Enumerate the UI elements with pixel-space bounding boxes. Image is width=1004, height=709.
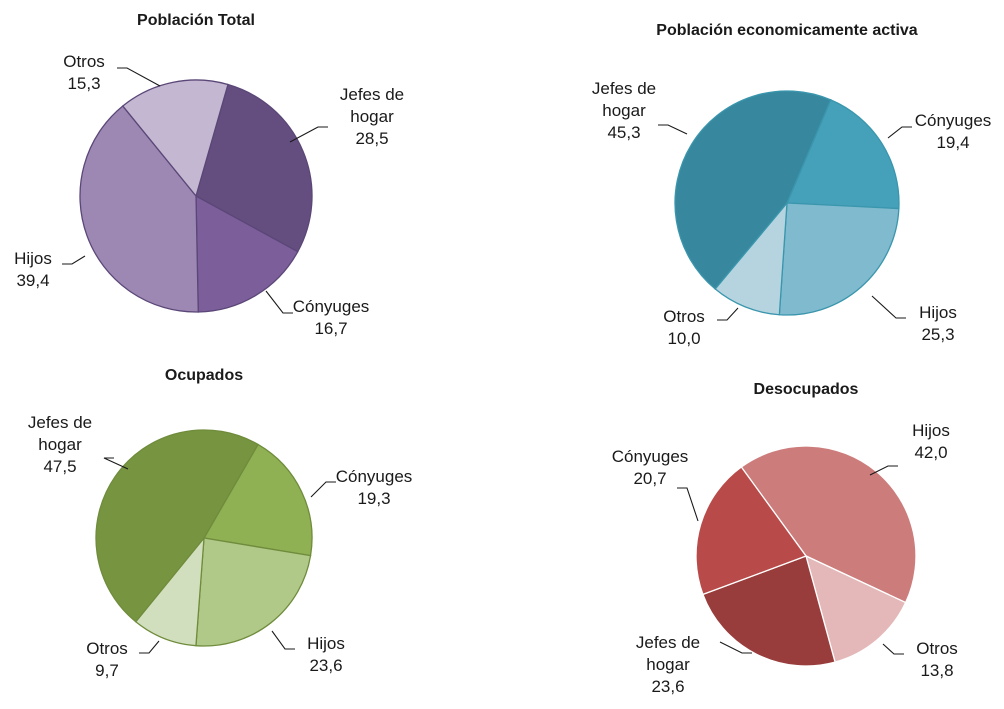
slice-category-label: Jefes de [592,79,656,98]
pie-chart-4: Desocupados Hijos 42,0 Otros 13,8 Jefes de hog… [612,381,958,696]
leader-line [62,255,86,265]
slice-label: Otros 13,8 [882,639,958,680]
slice-category-label: Hijos [912,421,950,440]
leader-line [871,295,906,319]
pie-slice [195,194,299,313]
pie-slice [695,466,808,596]
slice-value-label: 19,4 [936,133,969,152]
pie-chart-3: Ocupados Cónyuges 19,3 Hijos 23,6 Otros 9,7 Jef… [28,367,412,680]
pie-chart-title: Población economicamente activa [656,22,918,39]
slice-label: Hijos 23,6 [271,630,345,675]
slice-category-label: Cónyuges [336,467,413,486]
slice-category-label: Jefes de [636,633,700,652]
slice-category-label: Otros [86,639,128,658]
slice-category-label: Hijos [307,634,345,653]
slice-value-label: 23,6 [309,656,342,675]
slice-value-label: 16,7 [314,319,347,338]
pie-slice [805,554,907,663]
slice-label: Jefes de hogar 23,6 [636,633,752,696]
leader-line [271,630,295,650]
pie-chart-title: Ocupados [165,367,243,384]
pie-slice [674,90,832,290]
leader-line [289,126,328,143]
slice-category-label: Otros [63,52,105,71]
slice-value-label: 42,0 [914,443,947,462]
slice-label: Jefes de hogar 47,5 [28,413,129,476]
slice-category-label: Jefes de [28,413,92,432]
leader-line [677,487,699,522]
pie-slice [740,445,917,604]
slice-value-label: 9,7 [95,661,119,680]
leader-line [882,643,904,655]
pie-chart-2: Población economicamente activa Cónyuges 1… [592,22,991,348]
leader-line [658,124,688,135]
leader-line [717,307,739,321]
pie-chart-title: Población Total [137,12,255,29]
slice-label: Cónyuges 16,7 [265,290,370,338]
slice-value-label: 47,5 [43,457,76,476]
slice-category-label: hogar [646,655,690,674]
slice-value-label: 25,3 [921,325,954,344]
slice-label: Otros 10,0 [663,307,739,348]
slice-category-label: Jefes de [340,85,404,104]
slice-category-label: hogar [38,435,82,454]
leader-line [310,481,336,498]
leader-line [265,290,293,314]
slice-category-label: Cónyuges [915,111,992,130]
slice-label: Jefes de hogar 45,3 [592,79,688,142]
pie-slice [121,79,229,198]
slice-value-label: 20,7 [633,469,666,488]
slice-category-label: Otros [663,307,705,326]
pie-slice [786,99,900,210]
pie-slice [195,537,312,647]
pie-slice [702,555,836,667]
pie-chart-1: Población Total Jefes de hogar 28,5 Cónyuges… [14,12,404,338]
slice-label: Otros 15,3 [63,52,161,93]
leader-line [117,67,161,87]
leader-line [139,640,160,654]
slice-label: Hijos 42,0 [869,421,950,476]
slice-label: Otros 9,7 [86,639,160,680]
leader-line [719,641,752,654]
slice-value-label: 28,5 [355,129,388,148]
slice-category-label: hogar [350,107,394,126]
pie-slice [95,429,259,623]
slice-value-label: 10,0 [667,329,700,348]
slice-category-label: hogar [602,101,646,120]
slice-category-label: Cónyuges [293,297,370,316]
slice-value-label: 23,6 [651,677,684,696]
pie-slice [778,202,900,316]
slice-value-label: 13,8 [920,661,953,680]
slice-category-label: Otros [916,639,958,658]
slice-label: Hijos 39,4 [14,249,86,290]
leader-line [887,126,912,139]
slice-value-label: 45,3 [607,123,640,142]
pie-slice [202,443,313,557]
pie-chart-title: Desocupados [754,381,859,398]
pie-slice [79,105,199,313]
leader-line [869,465,898,476]
slice-value-label: 19,3 [357,489,390,508]
slice-label: Jefes de hogar 28,5 [289,85,404,148]
pie-slice [195,83,313,253]
slice-category-label: Cónyuges [612,447,689,466]
slice-label: Cónyuges 19,3 [310,467,413,508]
slice-value-label: 15,3 [67,74,100,93]
slice-value-label: 39,4 [16,271,49,290]
slice-label: Cónyuges 20,7 [612,447,699,522]
slice-category-label: Hijos [919,303,957,322]
slice-label: Cónyuges 19,4 [887,111,992,152]
leader-line [103,457,129,470]
slice-category-label: Hijos [14,249,52,268]
slice-label: Hijos 25,3 [871,295,957,344]
